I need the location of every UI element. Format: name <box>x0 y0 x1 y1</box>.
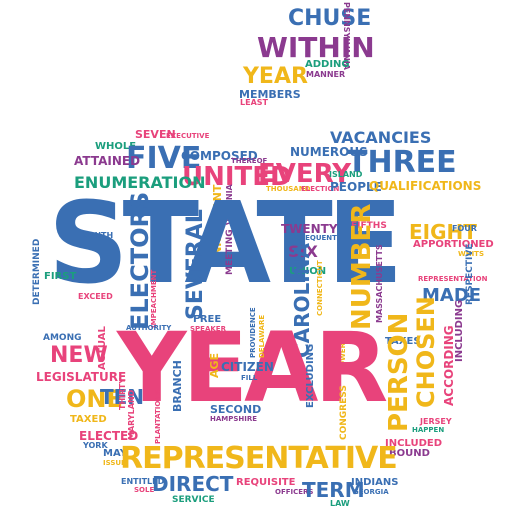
word-election: ELECTION <box>301 185 340 193</box>
word-excluding: EXCLUDING <box>305 343 316 408</box>
word-every: EVERY <box>258 159 352 189</box>
word-several: SEVERAL <box>183 209 208 320</box>
word-thirty: THIRTY <box>118 377 127 410</box>
word-attained: ATTAINED <box>74 154 141 168</box>
word-numerous: NUMEROUS <box>290 145 368 159</box>
word-qualifications: QUALIFICATIONS <box>369 179 482 193</box>
word-united: UNITED <box>182 162 292 192</box>
word-composed: COMPOSED <box>181 149 258 163</box>
word-plantations: PLANTATIONS <box>154 389 162 444</box>
word-seven: SEVEN <box>135 128 176 141</box>
word-whole: WHOLE <box>95 141 137 152</box>
word-vacancies: VACANCIES <box>330 128 432 147</box>
word-officers: OFFICERS <box>275 488 314 496</box>
word-person: PERSON <box>384 312 414 432</box>
word-electors: ELECTORS <box>126 191 154 330</box>
word-one: ONE <box>66 385 123 413</box>
word-authority: AUTHORITY <box>126 324 172 332</box>
word-exceed: EXCEED <box>78 292 113 301</box>
word-direct: DIRECT <box>152 472 234 496</box>
word-thousand: THOUSAND <box>266 185 311 193</box>
word-term: TERM <box>302 478 365 502</box>
word-ten: TEN <box>100 385 145 409</box>
word-entitled: ENTITLED <box>121 477 165 486</box>
word-age: AGE <box>208 352 221 378</box>
word-happen: HAPPEN <box>412 426 445 434</box>
word-law: LAW <box>330 499 350 508</box>
word-union: UNION <box>289 266 327 277</box>
word-connecticut: CONNECTICUT <box>316 260 324 316</box>
word-second: SECOND <box>210 403 262 416</box>
word-bound: BOUND <box>389 448 430 459</box>
word-elected: ELECTED <box>79 429 139 443</box>
word-six: SIX <box>288 242 318 261</box>
word-within: WITHIN <box>257 31 375 64</box>
word-made: MADE <box>422 285 482 306</box>
word-island: ISLAND <box>329 170 363 179</box>
word-delaware: DELAWARE <box>258 314 266 358</box>
word-requisite: REQUISITE <box>236 477 296 488</box>
word-manner: MANNER <box>306 70 346 79</box>
word-adding: ADDING <box>305 59 350 70</box>
word-eight: EIGHT <box>409 220 477 244</box>
word-congress: CONGRESS <box>339 385 349 440</box>
word-jersey: JERSEY <box>420 417 452 426</box>
word-members: MEMBERS <box>239 88 301 101</box>
word-new: NEW <box>50 343 108 368</box>
word-providence: PROVIDENCE <box>249 307 257 358</box>
word-sole: SOLE <box>134 486 155 494</box>
word-first: FIRST <box>44 271 77 282</box>
word-among: AMONG <box>43 333 82 343</box>
word-citizen: CITIZEN <box>221 360 274 374</box>
word-apportioned: APPORTIONED <box>413 239 494 250</box>
word-subsequent: SUBSEQUENT <box>284 234 337 242</box>
word-fifths: FIFTHS <box>351 221 387 231</box>
word-legislature: LEGISLATURE <box>36 370 127 384</box>
word-chuse: CHUSE <box>288 6 372 31</box>
word-may: MAY <box>103 448 127 459</box>
word-fill: FILL <box>241 374 258 382</box>
word-included: INCLUDED <box>385 438 442 449</box>
word-hampshire: HAMPSHIRE <box>210 415 258 423</box>
word-branch: BRANCH <box>171 360 184 412</box>
word-taxes: TAXES <box>385 336 421 347</box>
word-executive: EXECUTIVE <box>166 132 210 140</box>
word-enumeration: ENUMERATION <box>74 173 206 192</box>
word-year: YEAR <box>117 312 388 424</box>
word-georgia: GEORGIA <box>353 488 389 496</box>
word-issue: ISSUE <box>103 459 126 467</box>
word-meeting: MEETING <box>225 229 235 275</box>
word-including: INCLUDING <box>454 299 465 362</box>
word-people: PEOPLE <box>330 180 382 194</box>
word-south: SOUTH <box>82 231 114 240</box>
word-rhode: RHODE <box>287 202 319 211</box>
word-taxed: TAXED <box>70 414 107 425</box>
word-state: STATE <box>48 179 403 309</box>
word-house: YEAR <box>243 64 308 89</box>
word-chosen: CHOSEN <box>412 296 440 408</box>
word-free: FREE <box>193 314 222 325</box>
word-speaker: SPEAKER <box>190 325 226 333</box>
word-indians: INDIANS <box>351 477 399 488</box>
word-actual: ACTUAL <box>97 326 108 370</box>
word-service: SERVICE <box>172 495 215 505</box>
word-three: THREE <box>347 145 457 180</box>
word-twenty: TWENTY <box>281 222 338 236</box>
word-five: FIVE <box>126 141 202 176</box>
word-four: FOUR <box>452 224 477 233</box>
word-representative: REPRESENTATIVE <box>120 441 398 476</box>
word-representation: REPRESENTATION <box>418 275 488 283</box>
word-thereof: THEREOF <box>231 157 268 165</box>
word-york: YORK <box>83 441 108 450</box>
word-least: LEAST <box>240 98 268 107</box>
word-according: ACCORDING <box>442 325 456 406</box>
word-whits: WHITS <box>458 250 485 258</box>
word-determined: DETERMINED <box>32 238 42 305</box>
